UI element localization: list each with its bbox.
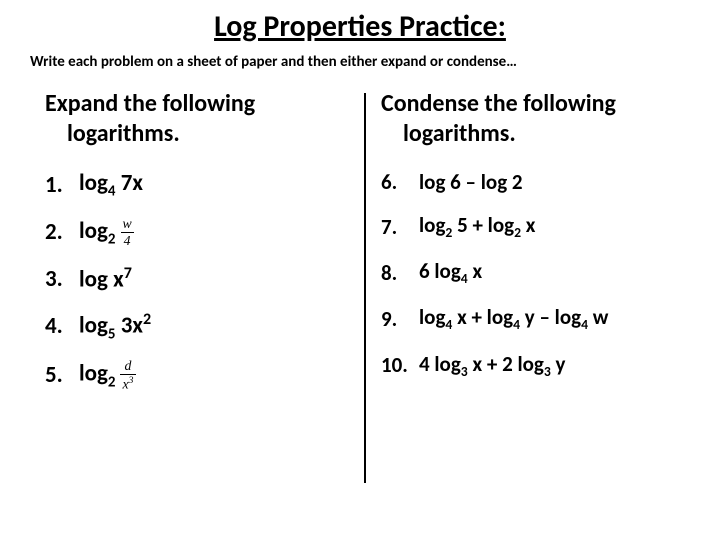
left-column: Expand the following logarithms. 1.log4 … — [20, 89, 364, 483]
problem-expression: log2dx3 — [79, 359, 136, 391]
condense-problems: 6. log 6 – log 27.log2 5 + log2 x8. 6 lo… — [381, 169, 688, 380]
problem-number: 7. — [381, 214, 419, 240]
problem-number: 3. — [45, 265, 79, 293]
problem-item: 2.log2w4 — [45, 217, 352, 249]
two-column-layout: Expand the following logarithms. 1.log4 … — [20, 89, 700, 483]
right-heading: Condense the following logarithms. — [381, 89, 688, 149]
problem-expression: log4 x + log4 y – log4 w — [419, 304, 608, 333]
problem-number: 1. — [45, 171, 79, 199]
problem-number: 9. — [381, 306, 419, 332]
problem-expression: log x7 — [79, 264, 132, 294]
problem-expression: log 6 – log 2 — [419, 169, 523, 195]
problem-number: 10. — [381, 352, 419, 378]
problem-number: 6. — [381, 169, 419, 195]
right-column: Condense the following logarithms. 6. lo… — [366, 89, 700, 483]
left-heading: Expand the following logarithms. — [45, 89, 352, 149]
problem-expression: log2 5 + log2 x — [419, 212, 535, 241]
problem-expression: 4 log3 x + 2 log3 y — [419, 351, 566, 380]
problem-item: 1.log4 7x — [45, 169, 352, 201]
left-heading-line1: Expand the following — [45, 89, 255, 118]
problem-item: 5. log2dx3 — [45, 359, 352, 391]
problem-item: 6. log 6 – log 2 — [381, 169, 688, 195]
right-heading-line1: Condense the following — [381, 89, 616, 118]
problem-expression: log4 7x — [79, 169, 143, 201]
problem-item: 7.log2 5 + log2 x — [381, 212, 688, 241]
problem-item: 9. log4 x + log4 y – log4 w — [381, 304, 688, 333]
problem-item: 3.log x7 — [45, 264, 352, 294]
instruction-text: Write each problem on a sheet of paper a… — [20, 53, 700, 71]
problem-item: 4.log5 3x2 — [45, 310, 352, 343]
problem-number: 2. — [45, 218, 79, 246]
problem-number: 4. — [45, 312, 79, 340]
expand-problems: 1.log4 7x2.log2w43.log x74.log5 3x25. lo… — [45, 169, 352, 391]
problem-item: 8. 6 log4 x — [381, 258, 688, 287]
problem-item: 10. 4 log3 x + 2 log3 y — [381, 351, 688, 380]
problem-expression: log2w4 — [79, 217, 135, 249]
left-heading-line2: logarithms. — [45, 119, 352, 149]
page-title: Log Properties Practice: — [20, 8, 700, 45]
right-heading-line2: logarithms. — [381, 119, 688, 149]
problem-expression: 6 log4 x — [419, 258, 482, 287]
problem-number: 8. — [381, 260, 419, 286]
problem-expression: log5 3x2 — [79, 310, 151, 343]
problem-number: 5. — [45, 361, 79, 389]
